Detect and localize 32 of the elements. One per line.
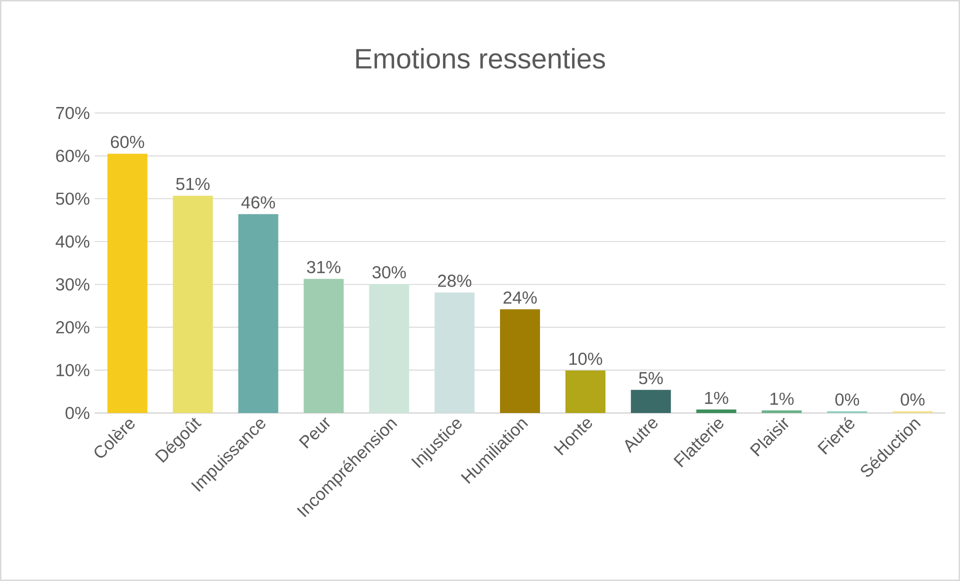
data-label: 0% [835,393,860,406]
data-label: 5% [639,372,663,384]
bar [107,154,148,413]
bar [565,370,606,413]
y-tick-label: 60% [56,150,90,162]
y-tick-label: 70% [56,106,90,120]
y-tick-label: 10% [56,364,90,376]
y-tick-label: 30% [56,278,90,291]
bar [630,390,671,413]
data-label: 1% [705,392,728,404]
data-label: 24% [504,291,537,304]
data-label: 28% [438,274,472,287]
bar [238,214,278,413]
data-label: 51% [176,178,210,190]
data-label: 60% [110,136,144,148]
data-label: 1% [770,392,794,405]
bar [172,196,213,413]
y-tick-label: 0% [66,406,90,420]
bar [304,278,344,413]
bar [762,410,802,413]
data-label: 10% [569,352,602,365]
bar [696,410,736,413]
y-tick-label: 40% [56,235,90,248]
y-tick-label: 20% [56,321,90,334]
data-label: 30% [372,266,406,278]
data-label: 46% [241,196,275,209]
bar [369,284,410,413]
y-tick-label: 50% [56,192,90,205]
chart-title: Emotions ressenties [356,48,605,69]
data-label: 0% [900,393,925,406]
bar [500,309,540,413]
data-label: 31% [307,260,340,274]
